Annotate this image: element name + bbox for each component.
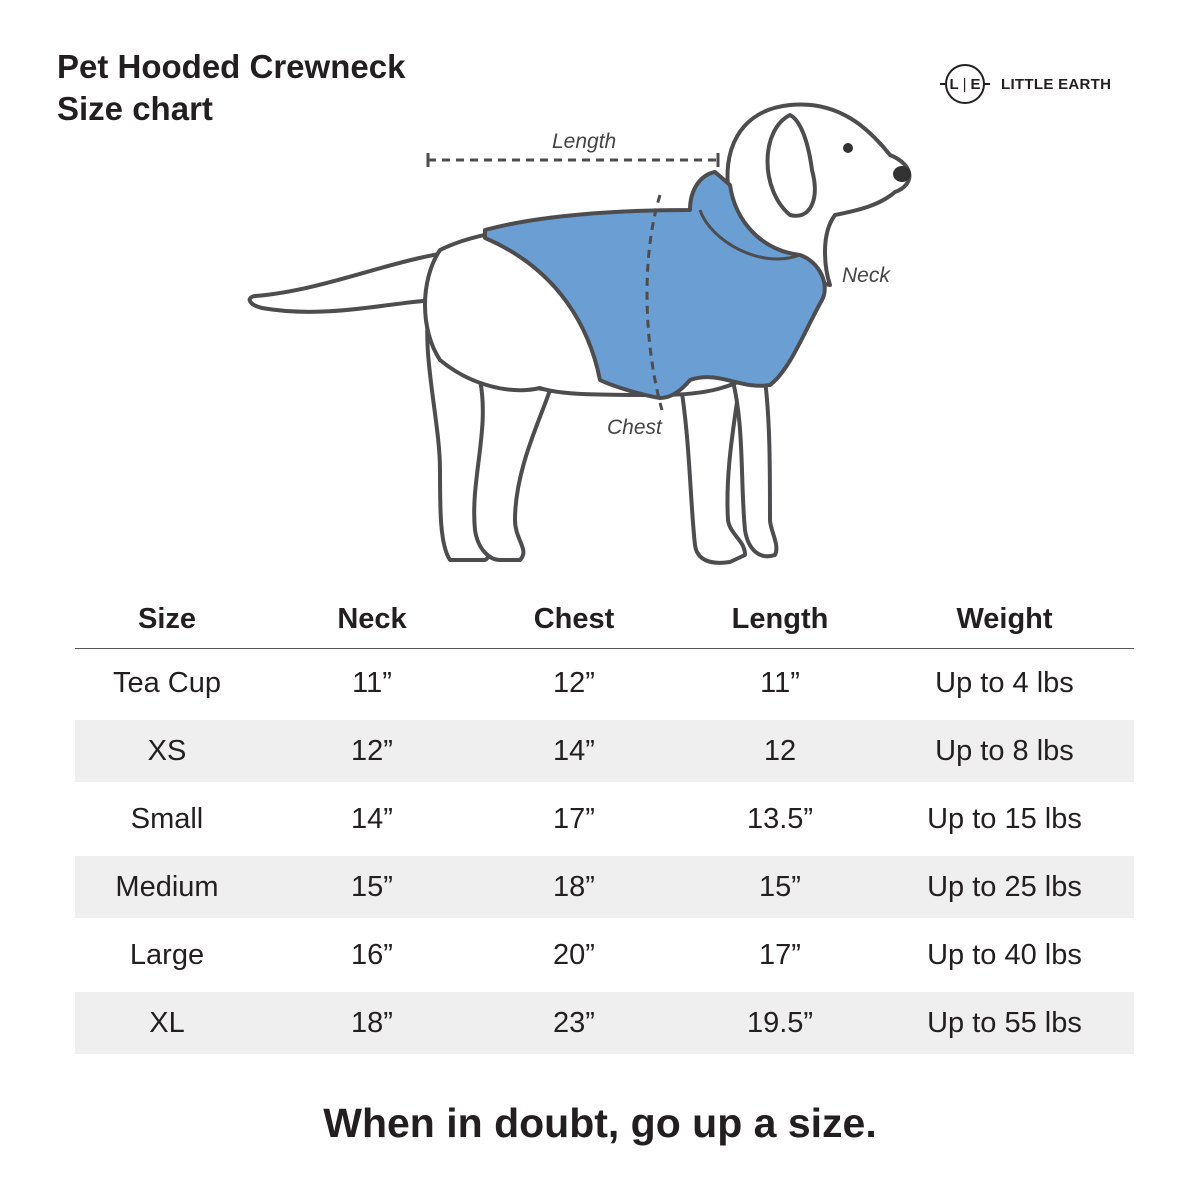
table-cell: Medium (115, 870, 219, 903)
table-cell: Tea Cup (112, 666, 221, 699)
hoodie (483, 170, 827, 400)
dog-nose (893, 166, 911, 182)
table-row: Small 14” 17” 13.5” Up to 15 lbs (75, 785, 1134, 853)
table-row: XL 18” 23” 19.5” Up to 55 lbs (75, 992, 1134, 1054)
table-cell: XL (149, 1006, 185, 1039)
table-cell: 14” (351, 802, 393, 835)
neck-label: Neck (842, 264, 891, 287)
logo-mark: L | E (940, 64, 990, 104)
table-row: Medium 15” 18” 15” Up to 25 lbs (75, 856, 1134, 918)
header-size: Size (137, 602, 197, 635)
table-cell: 17” (759, 938, 801, 971)
table-cell: XS (147, 734, 187, 767)
table-cell: 20” (553, 938, 595, 971)
table-cell: Large (129, 938, 205, 971)
table-cell: 14” (553, 734, 595, 767)
header-chest: Chest (533, 602, 615, 635)
dog-front-leg (678, 378, 747, 565)
table-cell: 11” (760, 666, 800, 699)
table-row: Tea Cup 11” 12” 11” Up to 4 lbs (75, 649, 1134, 717)
table-cell: Up to 8 lbs (935, 734, 1074, 767)
table-cell: Up to 25 lbs (927, 870, 1082, 903)
table-header: Size Neck Chest Length Weight (75, 590, 1134, 649)
title-line-1: Pet Hooded Crewneck (57, 48, 406, 85)
table-cell: 15” (759, 870, 801, 903)
table-cell: 18” (351, 1006, 393, 1039)
dog-ear (765, 113, 817, 218)
table-cell: 15” (351, 870, 393, 903)
dog-eye (843, 143, 853, 153)
brand-logo: L | E LITTLE EARTH (940, 64, 1112, 104)
table-cell: Up to 55 lbs (927, 1006, 1082, 1039)
table-cell: 16” (351, 938, 393, 971)
size-table: Size Neck Chest Length Weight Tea Cup 11”… (75, 590, 1134, 1057)
table-row: XS 12” 14” 12 Up to 8 lbs (75, 720, 1134, 782)
title-line-2: Size chart (57, 90, 213, 127)
table-cell: 18” (553, 870, 595, 903)
table-cell: 12 (763, 734, 797, 767)
table-cell: 13.5” (746, 802, 814, 835)
table-cell: Small (130, 802, 204, 835)
header-weight: Weight (956, 602, 1053, 635)
table-cell: Up to 40 lbs (927, 938, 1082, 971)
table-cell: 19.5” (746, 1006, 814, 1039)
length-label: Length (552, 130, 616, 153)
table-cell: Up to 4 lbs (935, 666, 1074, 699)
header-length: Length (731, 602, 829, 635)
table-cell: Up to 15 lbs (927, 802, 1082, 835)
page-title: Pet Hooded Crewneck Size chart (57, 46, 405, 130)
table-cell: 11” (352, 666, 392, 699)
table-cell: 23” (553, 1006, 595, 1039)
footer-note: When in doubt, go up a size. (323, 1100, 877, 1146)
table-cell: 12” (553, 666, 595, 699)
dog-back-leg-2 (472, 378, 552, 562)
dog-front-leg-2 (728, 368, 779, 559)
dog-tail (247, 248, 472, 314)
header-neck: Neck (337, 602, 407, 635)
table-cell: 17” (553, 802, 595, 835)
table-cell: 12” (351, 734, 393, 767)
chest-label: Chest (607, 416, 663, 439)
dog-diagram: Length Neck Chest (247, 102, 912, 565)
logo-text: LITTLE EARTH (1001, 75, 1112, 93)
table-row: Large 16” 20” 17” Up to 40 lbs (75, 921, 1134, 989)
